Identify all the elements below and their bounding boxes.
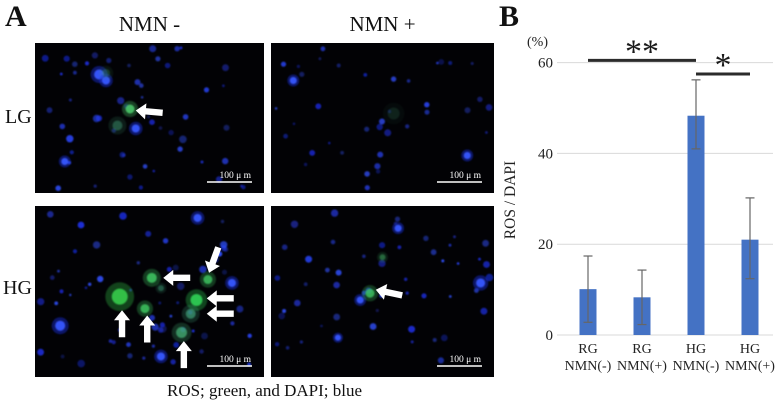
arrow-icon xyxy=(206,290,234,307)
scale-bar: 100 μ m xyxy=(207,355,252,367)
arrow-icon xyxy=(114,310,131,338)
ros-spot xyxy=(157,285,164,292)
panel-a-label: A xyxy=(5,0,27,33)
y-axis-title: ROS / DAPI xyxy=(502,161,519,239)
micrograph-lg-nmn-plus: 100 μ m xyxy=(271,43,494,193)
ros-spot xyxy=(365,288,375,298)
column-header-nmn-plus: NMN + xyxy=(349,12,416,36)
y-unit-label: (%) xyxy=(527,35,548,50)
row-label-lg: LG xyxy=(5,106,32,128)
ros-spot xyxy=(101,69,110,77)
scale-bar: 100 μ m xyxy=(437,355,482,367)
y-tick-label: 40 xyxy=(538,146,553,162)
ros-spot xyxy=(111,288,128,305)
figure-caption: ROS; green, and DAPI; blue xyxy=(166,381,362,400)
significance-label: ** xyxy=(625,33,659,70)
ros-spot xyxy=(140,304,150,314)
y-tick-label: 60 xyxy=(538,56,553,72)
bar xyxy=(741,239,759,335)
ros-spot xyxy=(112,120,123,131)
arrow-icon xyxy=(163,269,191,286)
y-tick-label: 0 xyxy=(546,328,554,344)
scale-bar: 100 μ m xyxy=(207,171,252,183)
ros-spot xyxy=(185,308,196,319)
ros-spot xyxy=(176,327,188,339)
panel-b-label: B xyxy=(499,0,520,33)
svg-text:100 μ m: 100 μ m xyxy=(450,171,482,181)
micrograph-hg-nmn-plus: 100 μ m xyxy=(271,206,494,377)
x-tick-label: HG NMN(-) xyxy=(673,342,720,374)
bar xyxy=(687,115,705,335)
x-tick-label: HG NMN(+) xyxy=(725,342,775,374)
ros-spot xyxy=(125,104,135,114)
scale-bar: 100 μ m xyxy=(437,171,482,183)
arrow-icon xyxy=(135,103,163,120)
micrograph-lg-nmn-minus: 100 μ m xyxy=(35,43,264,193)
dapi-nuclei xyxy=(37,211,252,368)
x-tick-label: RG NMN(+) xyxy=(617,342,667,374)
svg-text:100 μ m: 100 μ m xyxy=(450,355,482,365)
row-label-hg: HG xyxy=(3,277,32,299)
ros-spot xyxy=(387,107,400,120)
ros-spot xyxy=(146,272,157,283)
arrow-icon xyxy=(206,305,234,322)
svg-text:100 μ m: 100 μ m xyxy=(220,171,252,181)
dapi-nuclei xyxy=(274,46,493,191)
y-tick-label: 20 xyxy=(538,237,553,253)
arrow-icon xyxy=(375,284,403,300)
arrow-icon xyxy=(204,246,222,273)
micrograph-hg-nmn-minus: 100 μ m xyxy=(35,206,264,377)
x-tick-label: RG NMN(-) xyxy=(565,342,612,374)
svg-text:100 μ m: 100 μ m xyxy=(220,355,252,365)
significance-label: * xyxy=(715,47,732,84)
column-header-nmn-minus: NMN - xyxy=(118,12,181,36)
arrow-icon xyxy=(175,341,192,369)
ros-spot xyxy=(379,254,386,261)
arrow-icon xyxy=(139,315,156,343)
ros-spot xyxy=(203,275,213,285)
ros-spot xyxy=(190,294,203,307)
